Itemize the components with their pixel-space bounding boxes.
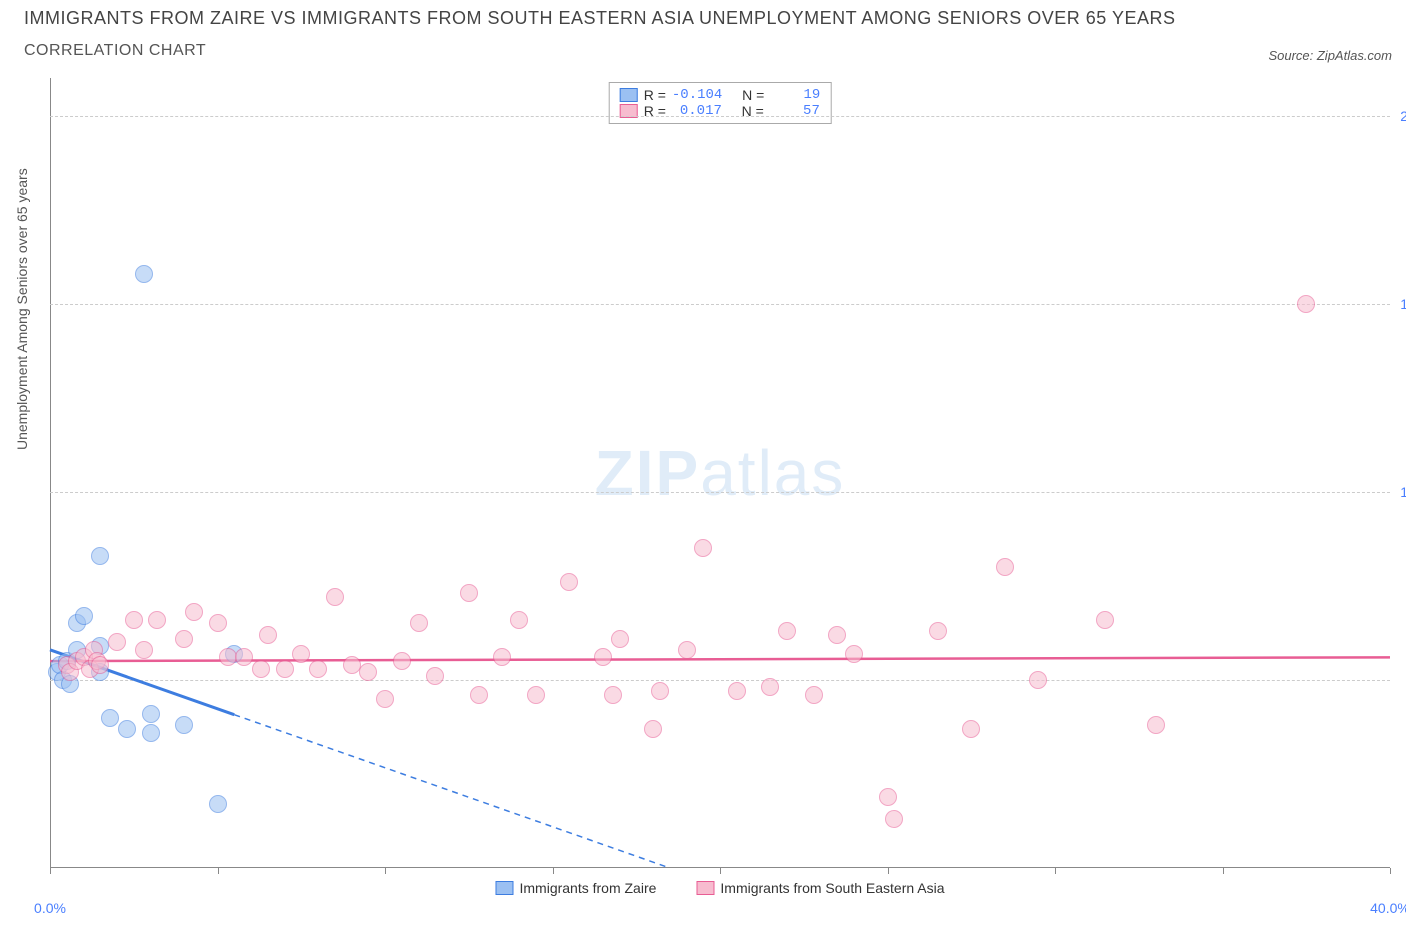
point-sea <box>728 682 746 700</box>
point-sea <box>778 622 796 640</box>
point-sea <box>148 611 166 629</box>
x-tick <box>218 868 219 874</box>
point-sea <box>604 686 622 704</box>
point-sea <box>1096 611 1114 629</box>
point-sea <box>393 652 411 670</box>
point-zaire <box>135 265 153 283</box>
point-sea <box>343 656 361 674</box>
legend-label: Immigrants from South Eastern Asia <box>720 880 944 896</box>
point-zaire <box>142 705 160 723</box>
point-sea <box>135 641 153 659</box>
point-sea <box>185 603 203 621</box>
point-sea <box>845 645 863 663</box>
point-sea <box>125 611 143 629</box>
trend-lines-layer <box>50 78 1390 868</box>
point-sea <box>962 720 980 738</box>
correlation-scatter-chart: ZIPatlas R =-0.104 N =19R =0.017 N =57 I… <box>50 78 1390 868</box>
point-sea <box>259 626 277 644</box>
point-sea <box>292 645 310 663</box>
point-sea <box>1147 716 1165 734</box>
point-zaire <box>101 709 119 727</box>
point-sea <box>996 558 1014 576</box>
point-sea <box>510 611 528 629</box>
source-prefix: Source: <box>1268 48 1316 63</box>
point-sea <box>309 660 327 678</box>
x-tick-label: 40.0% <box>1370 900 1406 916</box>
point-sea <box>376 690 394 708</box>
source-name: ZipAtlas.com <box>1317 48 1392 63</box>
series-legend: Immigrants from Zaire Immigrants from Sou… <box>495 880 944 896</box>
y-tick-label: 10.0% <box>1400 484 1406 500</box>
source-attribution: Source: ZipAtlas.com <box>1268 48 1392 63</box>
point-sea <box>209 614 227 632</box>
point-sea <box>219 648 237 666</box>
x-tick <box>1390 868 1391 874</box>
point-zaire <box>91 547 109 565</box>
y-tick-label: 20.0% <box>1400 108 1406 124</box>
point-zaire <box>209 795 227 813</box>
x-tick <box>385 868 386 874</box>
legend-label: Immigrants from Zaire <box>519 880 656 896</box>
x-tick <box>720 868 721 874</box>
point-sea <box>678 641 696 659</box>
point-sea <box>276 660 294 678</box>
point-sea <box>929 622 947 640</box>
y-axis-label: Unemployment Among Seniors over 65 years <box>14 168 30 450</box>
point-sea <box>1297 295 1315 313</box>
trend-line-zaire-dashed <box>234 715 670 868</box>
x-tick <box>50 868 51 874</box>
point-sea <box>651 682 669 700</box>
point-sea <box>470 686 488 704</box>
point-sea <box>611 630 629 648</box>
point-sea <box>828 626 846 644</box>
point-sea <box>885 810 903 828</box>
point-zaire <box>118 720 136 738</box>
point-sea <box>235 648 253 666</box>
point-sea <box>560 573 578 591</box>
point-sea <box>594 648 612 666</box>
point-sea <box>175 630 193 648</box>
point-sea <box>694 539 712 557</box>
point-sea <box>644 720 662 738</box>
legend-swatch <box>495 881 513 895</box>
point-sea <box>805 686 823 704</box>
x-tick <box>1055 868 1056 874</box>
point-sea <box>426 667 444 685</box>
point-sea <box>108 633 126 651</box>
x-tick <box>1223 868 1224 874</box>
point-sea <box>252 660 270 678</box>
legend-item: Immigrants from South Eastern Asia <box>696 880 944 896</box>
page-title: IMMIGRANTS FROM ZAIRE VS IMMIGRANTS FROM… <box>24 8 1176 29</box>
point-sea <box>359 663 377 681</box>
point-sea <box>460 584 478 602</box>
point-sea <box>761 678 779 696</box>
y-tick-label: 15.0% <box>1400 296 1406 312</box>
point-sea <box>527 686 545 704</box>
x-tick-label: 0.0% <box>34 900 66 916</box>
point-zaire <box>75 607 93 625</box>
point-sea <box>493 648 511 666</box>
legend-swatch <box>696 881 714 895</box>
point-sea <box>91 656 109 674</box>
x-tick <box>553 868 554 874</box>
point-sea <box>879 788 897 806</box>
page-subtitle: CORRELATION CHART <box>24 42 206 60</box>
point-sea <box>1029 671 1047 689</box>
point-zaire <box>175 716 193 734</box>
point-sea <box>410 614 428 632</box>
point-sea <box>326 588 344 606</box>
legend-item: Immigrants from Zaire <box>495 880 656 896</box>
x-tick <box>888 868 889 874</box>
point-zaire <box>142 724 160 742</box>
